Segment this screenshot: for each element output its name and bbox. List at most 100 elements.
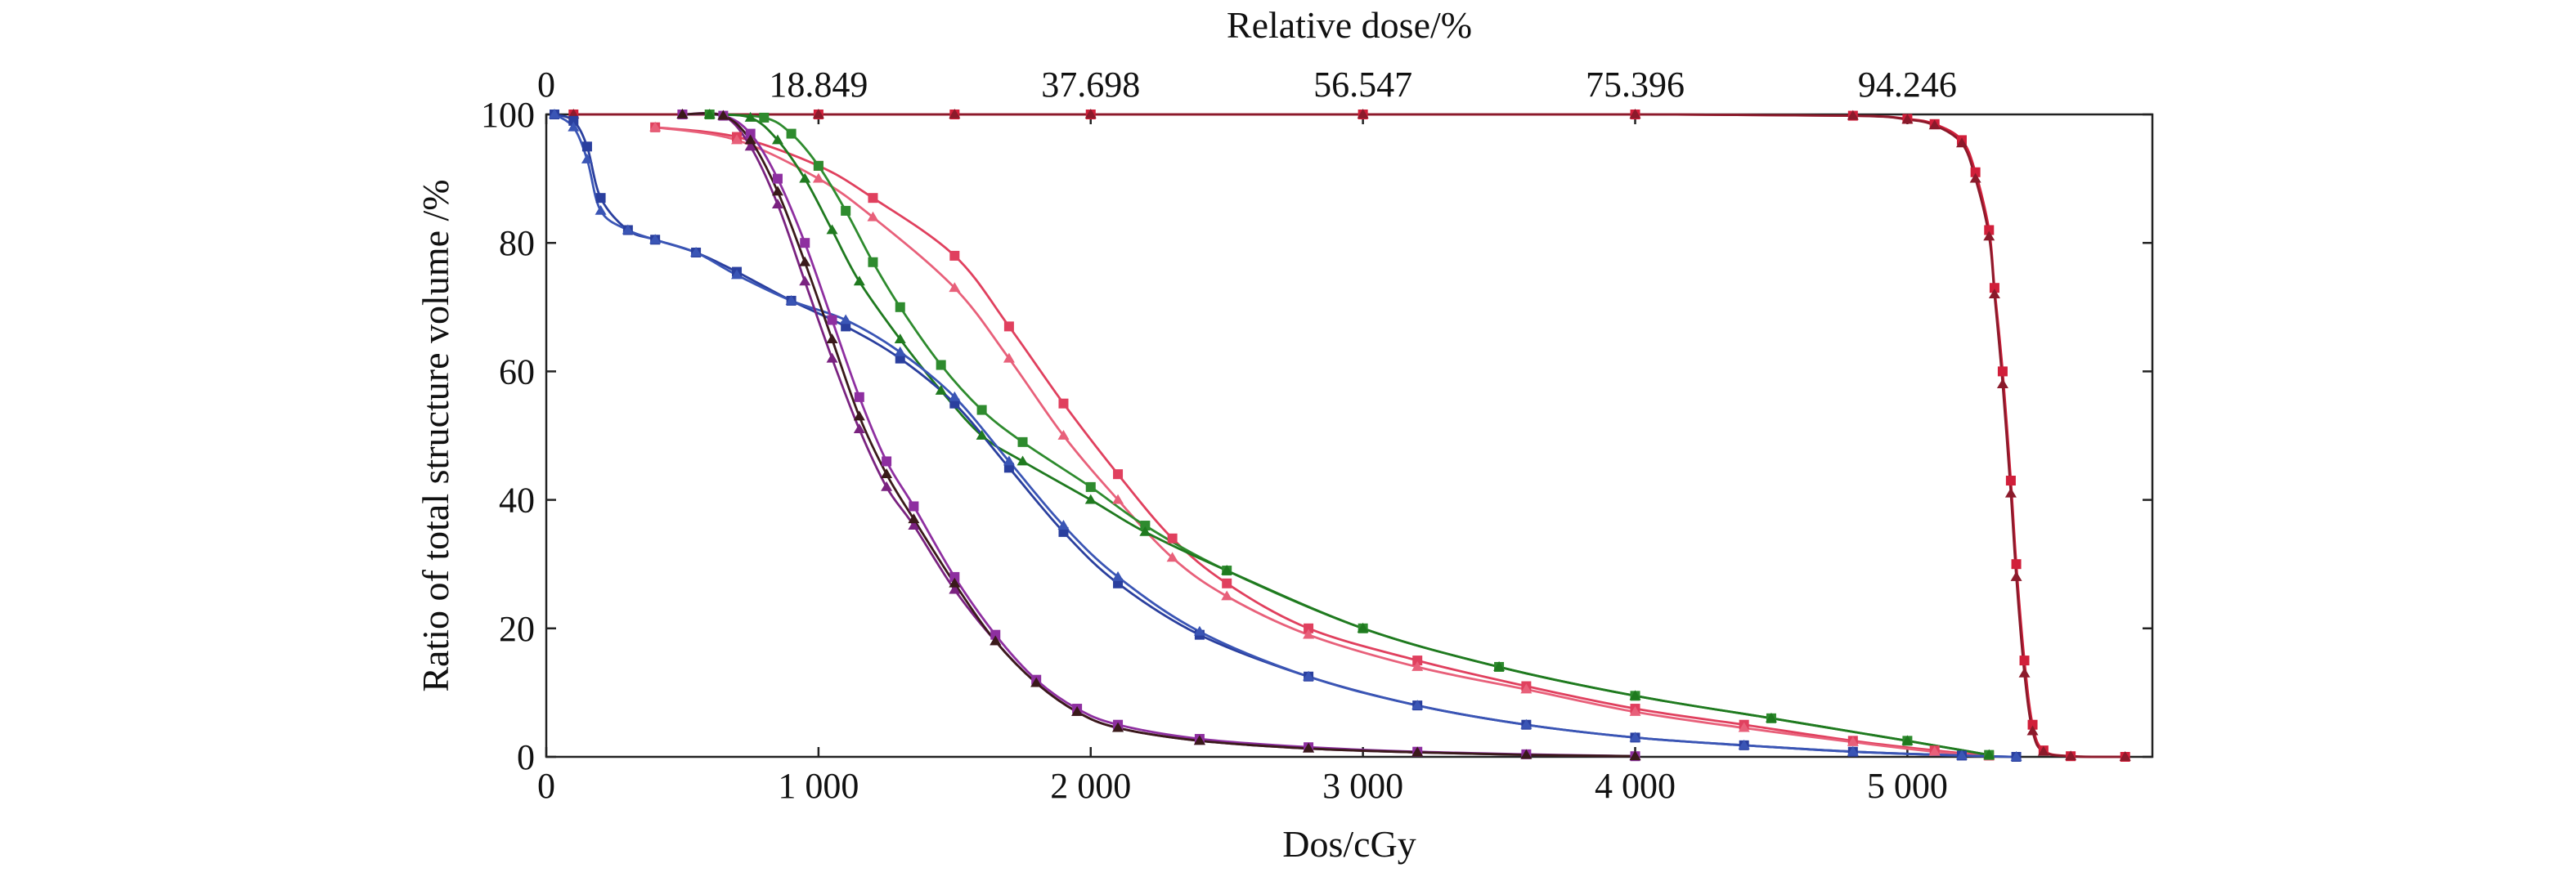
marker-triangle (1629, 732, 1641, 742)
marker-square (1412, 656, 1423, 666)
marker-triangle (799, 256, 811, 266)
marker-triangle (1071, 705, 1084, 716)
marker-triangle (2065, 750, 2077, 761)
tick-labels: 0 1 000 2 000 3 000 4 000 5 000 0 18.849 37.698 5… (481, 65, 1957, 806)
marker-triangle (1928, 745, 1941, 756)
marker-triangle (1303, 742, 1315, 753)
marker-triangle (1629, 109, 1641, 119)
y-tick-label: 60 (499, 351, 535, 392)
y-tick-label: 80 (499, 223, 535, 263)
marker-square (1113, 469, 1124, 480)
marker-square (1167, 533, 1178, 544)
marker-triangle (1084, 494, 1097, 504)
marker-square (1222, 578, 1232, 588)
marker-triangle (826, 224, 838, 235)
marker-triangle (690, 246, 702, 257)
marker-square (895, 302, 905, 312)
marker-triangle (1738, 722, 1750, 732)
marker-triangle (676, 109, 689, 119)
marker-triangle (1193, 625, 1205, 636)
marker-triangle (771, 199, 783, 208)
marker-triangle (881, 481, 893, 491)
marker-triangle (2018, 667, 2031, 678)
curve-oar-2-plan-a (709, 113, 1990, 756)
marker-square (841, 205, 851, 216)
marker-triangle (812, 172, 824, 183)
curve-oar-1-plan-b (654, 126, 1990, 758)
marker-triangle (2026, 725, 2039, 736)
marker-triangle (799, 172, 811, 183)
marker-triangle (622, 224, 634, 235)
marker-triangle (2119, 751, 2131, 761)
marker-triangle (744, 134, 756, 145)
plot-area (545, 113, 2154, 758)
marker-square (1017, 436, 1028, 447)
marker-triangle (771, 186, 783, 196)
marker-square (949, 571, 960, 582)
marker-triangle (1520, 749, 1533, 759)
marker-triangle (1411, 746, 1424, 757)
y-tick-label: 0 (517, 737, 535, 777)
marker-square (2011, 559, 2022, 570)
y-axis-title: Ratio of total structure volume /% (415, 179, 456, 691)
marker-triangle (1139, 526, 1151, 536)
marker-square (1984, 225, 1995, 235)
marker-triangle (1983, 230, 1995, 241)
marker-triangle (1983, 749, 1995, 759)
marker-square (800, 238, 810, 248)
marker-triangle (1629, 690, 1641, 700)
marker-triangle (976, 430, 988, 440)
marker-triangle (1520, 718, 1533, 729)
marker-triangle (1969, 172, 1981, 183)
marker-square (2005, 476, 2016, 486)
marker-triangle (1765, 712, 1777, 723)
marker-triangle (853, 423, 865, 434)
curve-ptv-plan-b (573, 113, 2125, 758)
marker-triangle (1057, 430, 1070, 440)
x-tick-label: 4 000 (1595, 766, 1676, 806)
marker-square (581, 141, 592, 152)
marker-triangle (581, 154, 593, 163)
marker-triangle (1493, 660, 1506, 671)
curve-oar-3-plan-a (554, 113, 2017, 758)
marker-triangle (703, 109, 716, 119)
marker-triangle (649, 234, 662, 244)
marker-triangle (649, 121, 662, 132)
x-axis-title: Dos/cGy (1282, 823, 1416, 865)
marker-square (2027, 719, 2038, 730)
marker-triangle (1847, 745, 1859, 756)
marker-triangle (908, 520, 920, 530)
x2-tick-label: 94.246 (1858, 65, 1957, 105)
curve-markers (548, 109, 2131, 762)
x2-axis-title: Relative dose/% (1227, 4, 1472, 46)
marker-triangle (1084, 109, 1097, 119)
marker-triangle (1030, 677, 1043, 687)
marker-triangle (595, 204, 607, 215)
marker-triangle (1847, 736, 1859, 746)
x-tick-label: 3 000 (1322, 766, 1403, 806)
marker-triangle (1166, 552, 1178, 562)
marker-square (595, 193, 606, 204)
marker-square (936, 360, 946, 370)
marker-triangle (990, 635, 1002, 646)
marker-triangle (2010, 570, 2022, 581)
marker-square (786, 128, 797, 139)
y-tick-label: 100 (481, 95, 535, 135)
x-tick-label: 1 000 (778, 766, 859, 806)
marker-square (909, 501, 919, 512)
marker-triangle (867, 211, 879, 221)
marker-triangle (1629, 750, 1641, 761)
marker-triangle (1003, 455, 1015, 466)
marker-triangle (2010, 751, 2022, 761)
marker-triangle (1357, 622, 1369, 633)
marker-triangle (894, 333, 906, 343)
marker-triangle (1016, 455, 1029, 466)
marker-triangle (1357, 109, 1369, 119)
marker-triangle (1411, 700, 1424, 710)
marker-triangle (1411, 660, 1424, 671)
marker-triangle (908, 513, 920, 524)
axis-ticks (545, 113, 2152, 758)
curve-oar-3-plan-b (554, 113, 2017, 758)
x2-tick-label: 0 (537, 65, 555, 105)
curve-oar-4-plan-b (682, 111, 1636, 758)
